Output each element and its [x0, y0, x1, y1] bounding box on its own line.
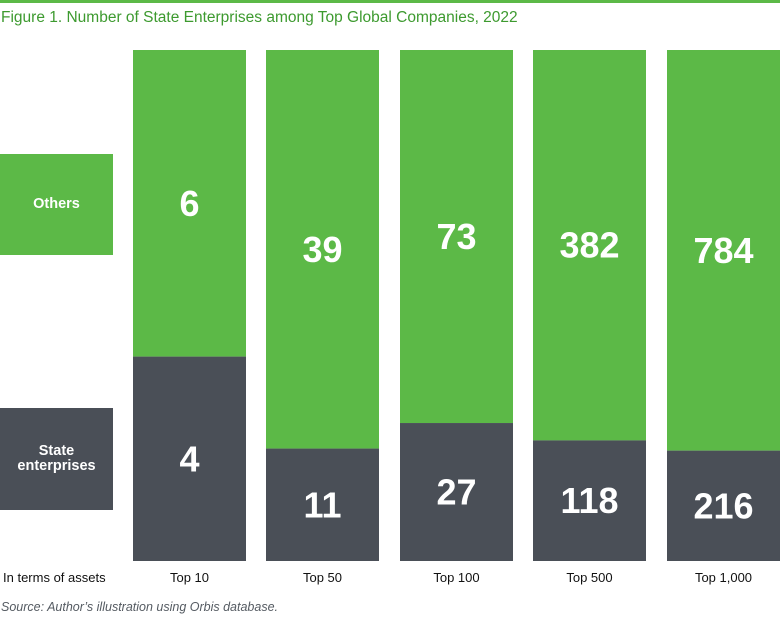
- chart-title: Figure 1. Number of State Enterprises am…: [1, 9, 518, 26]
- bar-others-2: [400, 50, 513, 424]
- bar-state-1: [266, 448, 379, 561]
- x-tick-0: Top 10: [170, 570, 209, 585]
- label-state-4: 216: [693, 485, 753, 526]
- label-state-1: 11: [303, 484, 341, 525]
- x-tick-3: Top 500: [566, 570, 612, 585]
- x-tick-2: Top 100: [433, 570, 479, 585]
- label-others-3: 382: [559, 225, 619, 266]
- label-others-2: 73: [436, 216, 476, 257]
- bar-others-1: [266, 50, 379, 449]
- label-state-2: 27: [436, 472, 476, 513]
- label-others-1: 39: [302, 229, 342, 270]
- source-note: Source: Author’s illustration using Orbi…: [1, 600, 279, 614]
- label-state-0: 4: [179, 438, 199, 479]
- bar-others-4: [667, 50, 780, 451]
- bar-state-4: [667, 450, 780, 561]
- label-others-0: 6: [179, 183, 199, 224]
- x-axis-title: In terms of assets: [3, 570, 106, 585]
- bar-others-3: [533, 50, 646, 441]
- legend-state-enterprises: State enterprises: [0, 408, 113, 510]
- bar-state-2: [400, 423, 513, 561]
- bar-state-3: [533, 440, 646, 561]
- bar-state-0: [133, 356, 246, 561]
- bar-others-0: [133, 50, 246, 357]
- label-state-3: 118: [560, 480, 618, 521]
- label-others-4: 784: [693, 230, 753, 271]
- legend-others: Others: [0, 154, 113, 255]
- legend-others-label: Others: [33, 196, 80, 212]
- legend-state-label: State enterprises: [17, 443, 96, 474]
- top-rule: [0, 0, 780, 3]
- x-tick-1: Top 50: [303, 570, 342, 585]
- x-tick-4: Top 1,000: [695, 570, 752, 585]
